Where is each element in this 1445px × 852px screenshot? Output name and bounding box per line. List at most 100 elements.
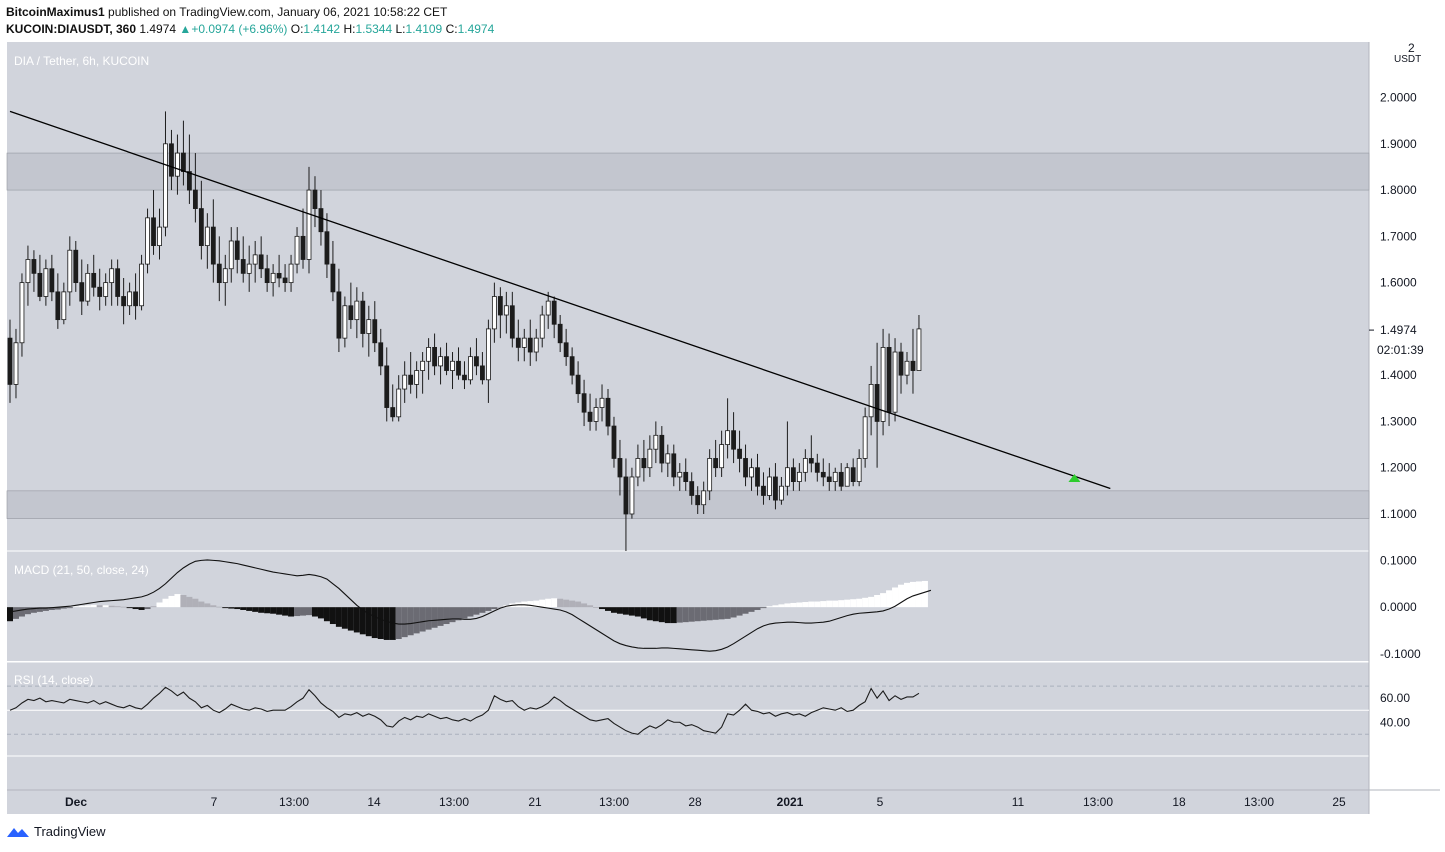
- candle-body: [593, 407, 599, 422]
- candle-body: [796, 471, 802, 482]
- candle-body: [725, 430, 730, 445]
- time-tick-label: 13:00: [599, 795, 629, 809]
- candle-body: [354, 300, 360, 321]
- candle-body: [330, 263, 336, 293]
- candle-body: [521, 337, 527, 348]
- price-tick-label: 1.9000: [1380, 137, 1417, 151]
- candle-body: [43, 268, 49, 297]
- macd-histogram-bar: [222, 607, 229, 609]
- candle-body: [432, 346, 437, 367]
- macd-histogram-bar: [766, 606, 773, 608]
- time-tick-label: 13:00: [439, 795, 469, 809]
- macd-histogram-bar: [706, 607, 713, 621]
- open-value: 1.4142: [303, 22, 341, 36]
- macd-histogram-bar: [138, 607, 145, 610]
- candle-body: [509, 305, 515, 339]
- time-tick-label: 28: [688, 795, 702, 809]
- macd-histogram-bar: [587, 605, 594, 608]
- candle-body: [916, 328, 922, 371]
- macd-histogram-bar: [311, 607, 318, 617]
- candle-body: [575, 374, 581, 395]
- macd-histogram-bar: [784, 603, 791, 608]
- candle-body: [456, 360, 461, 376]
- macd-line: [9, 559, 932, 652]
- price-tick-label: 1.7000: [1380, 229, 1417, 243]
- macd-histogram-bar: [616, 607, 623, 614]
- price-tick-label: 1.4000: [1380, 368, 1417, 382]
- macd-histogram-bar: [868, 596, 875, 608]
- author-name[interactable]: BitcoinMaximus1: [6, 5, 105, 19]
- macd-histogram-bar: [228, 607, 235, 609]
- macd-histogram-bar: [323, 607, 330, 622]
- time-tick-label: 7: [211, 795, 218, 809]
- candle-body: [665, 453, 671, 464]
- candle-body: [886, 346, 892, 413]
- candle-body: [420, 360, 426, 371]
- candle-body: [67, 249, 73, 293]
- candle-body: [438, 356, 443, 367]
- macd-histogram-bar: [646, 607, 653, 621]
- high-label: H:: [343, 22, 356, 36]
- candle-body: [402, 374, 408, 390]
- macd-histogram-bar: [760, 607, 767, 609]
- macd-histogram-bar: [371, 607, 378, 639]
- candle-body: [629, 476, 635, 515]
- rsi-pane: [7, 662, 1369, 756]
- macd-histogram-bar: [341, 607, 348, 629]
- macd-histogram-bar: [467, 607, 474, 617]
- macd-histogram-bar: [306, 607, 312, 616]
- candle-body: [450, 360, 455, 371]
- candle-body: [641, 458, 647, 469]
- candle-body: [491, 296, 497, 330]
- macd-histogram-bar: [461, 607, 468, 619]
- macd-histogram-bar: [84, 605, 91, 608]
- candle-body: [850, 467, 856, 482]
- candle-body: [198, 208, 204, 246]
- macd-histogram-bar: [724, 607, 731, 619]
- macd-histogram-bar: [796, 602, 803, 608]
- macd-histogram-bar: [820, 601, 827, 608]
- macd-histogram-bar: [72, 606, 79, 608]
- countdown-label: 02:01:39: [1377, 343, 1424, 357]
- macd-histogram-bar: [664, 607, 671, 624]
- candle-body: [814, 462, 820, 473]
- macd-histogram-bar: [904, 582, 910, 608]
- candle-body: [533, 337, 539, 353]
- macd-histogram-bar: [174, 594, 181, 608]
- candle-body: [306, 189, 312, 260]
- macd-histogram-bar: [676, 607, 683, 623]
- candle-body: [270, 272, 276, 284]
- macd-histogram-bar: [437, 607, 444, 626]
- macd-histogram-bar: [96, 605, 103, 608]
- rsi-line: [9, 686, 920, 735]
- candle-body: [701, 490, 707, 506]
- candle-body: [551, 300, 557, 325]
- candle-body: [139, 263, 144, 307]
- macd-histogram-bar: [300, 607, 307, 616]
- macd-histogram-bar: [30, 607, 37, 613]
- candle-body: [785, 467, 790, 487]
- macd-histogram-bar: [288, 607, 295, 617]
- candle-body: [515, 337, 521, 348]
- macd-histogram-bar: [359, 607, 366, 635]
- macd-histogram-bar: [533, 600, 540, 608]
- candle-body: [581, 393, 587, 413]
- candle-body: [910, 360, 916, 371]
- macd-histogram-bar: [473, 607, 480, 615]
- candle-body: [384, 365, 390, 408]
- footer-brand[interactable]: TradingView: [6, 824, 106, 839]
- last-price-box: [1370, 322, 1426, 340]
- candle-body: [348, 305, 354, 321]
- candle-body: [832, 471, 838, 482]
- macd-histogram-bar: [718, 607, 725, 620]
- candle-body: [838, 471, 844, 487]
- candle-body: [761, 485, 766, 496]
- candle-body: [163, 143, 168, 228]
- candle-body: [426, 346, 432, 362]
- candle-body: [773, 476, 778, 501]
- candle-body: [623, 476, 629, 515]
- macd-histogram-bar: [24, 607, 31, 615]
- time-tick-label: 18: [1172, 795, 1186, 809]
- candle-body: [767, 476, 772, 496]
